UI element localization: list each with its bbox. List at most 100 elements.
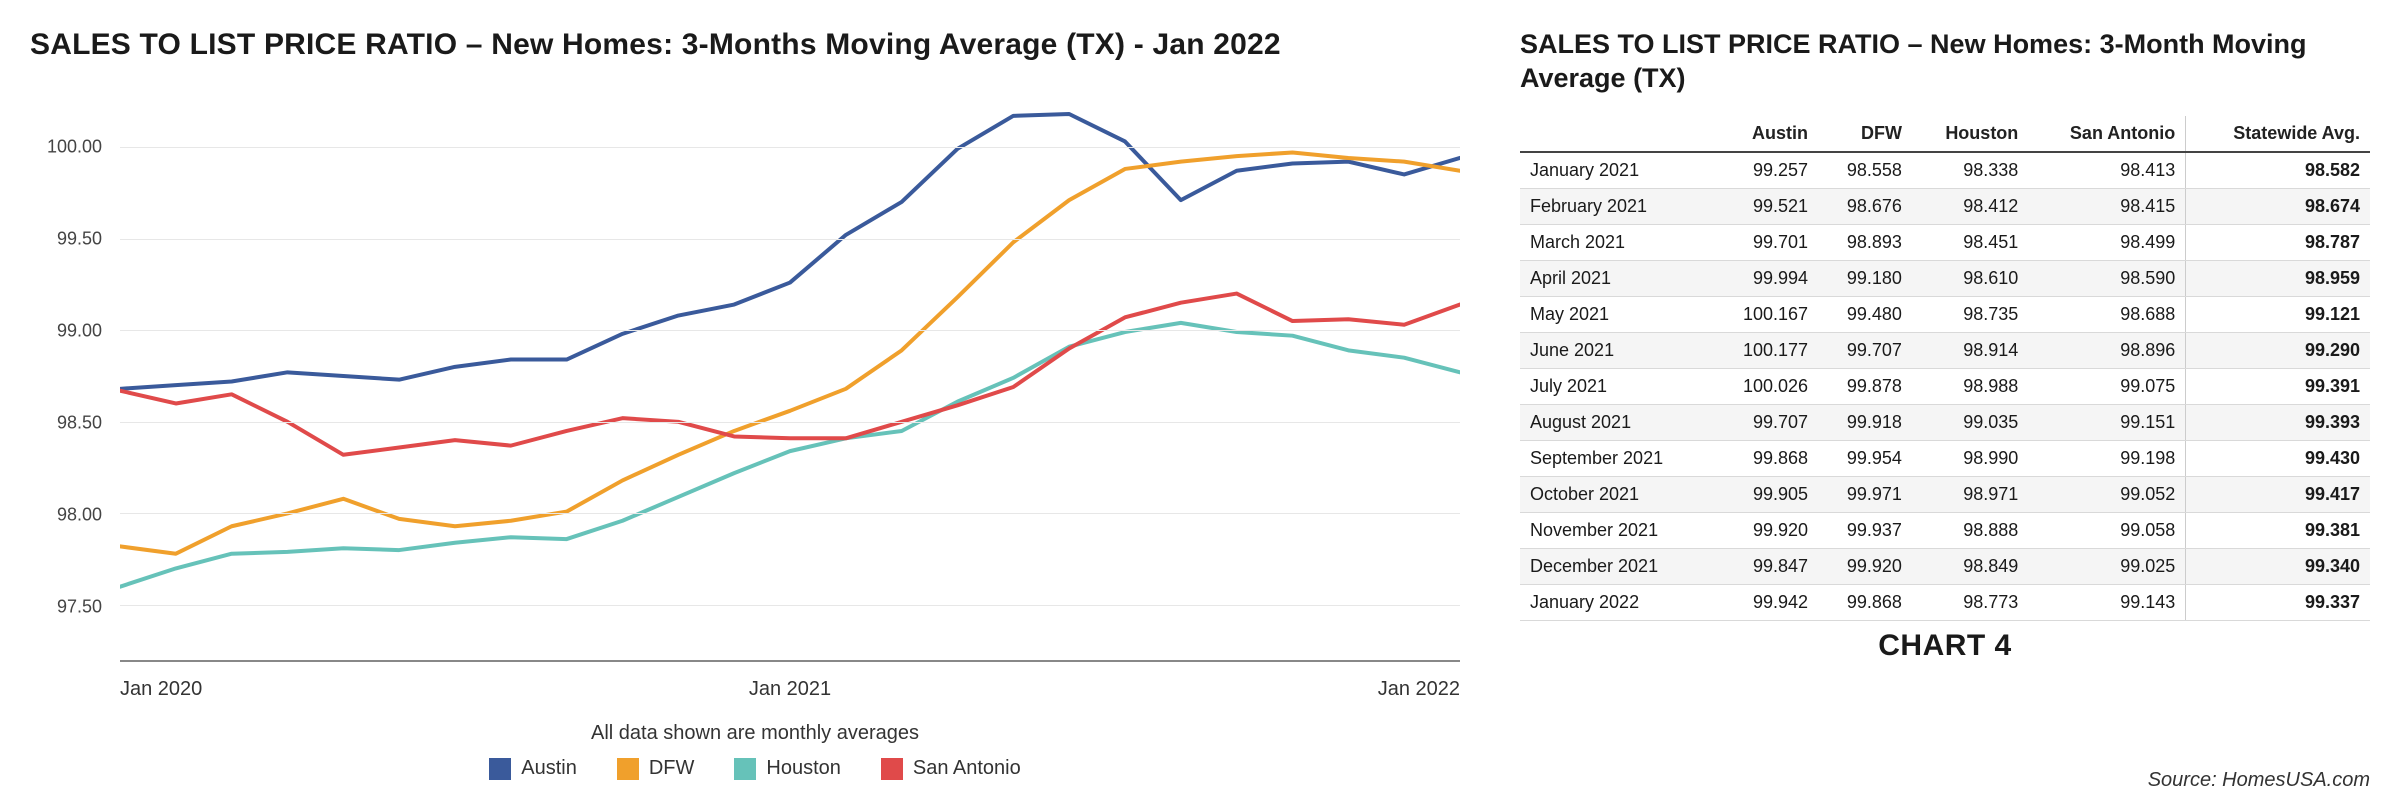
table-header-cell bbox=[1520, 116, 1712, 152]
table-cell: 99.701 bbox=[1712, 224, 1818, 260]
y-tick-label: 100.00 bbox=[47, 137, 102, 158]
chart-subcaption: All data shown are monthly averages bbox=[30, 722, 1480, 745]
table-row: April 202199.99499.18098.61098.59098.959 bbox=[1520, 260, 2370, 296]
table-cell: 99.942 bbox=[1712, 584, 1818, 620]
table-cell: 99.430 bbox=[2186, 440, 2370, 476]
table-cell: 98.971 bbox=[1912, 476, 2028, 512]
table-row: March 202199.70198.89398.45198.49998.787 bbox=[1520, 224, 2370, 260]
gridline bbox=[120, 513, 1460, 514]
table-cell: 99.847 bbox=[1712, 548, 1818, 584]
gridline bbox=[120, 330, 1460, 331]
y-tick-label: 98.50 bbox=[57, 412, 102, 433]
series-line-dfw bbox=[120, 152, 1460, 553]
table-cell: 99.381 bbox=[2186, 512, 2370, 548]
table-cell: 99.058 bbox=[2028, 512, 2185, 548]
table-panel: SALES TO LIST PRICE RATIO – New Homes: 3… bbox=[1520, 20, 2370, 790]
table-row: October 202199.90599.97198.97199.05299.4… bbox=[1520, 476, 2370, 512]
table-cell: 99.918 bbox=[1818, 404, 1912, 440]
table-cell: 99.878 bbox=[1818, 368, 1912, 404]
table-row: November 202199.92099.93798.88899.05899.… bbox=[1520, 512, 2370, 548]
chart-legend: Austin DFW Houston San Antonio bbox=[30, 751, 1480, 790]
gridline bbox=[120, 422, 1460, 423]
table-cell: 100.167 bbox=[1712, 296, 1818, 332]
source-credit: Source: HomesUSA.com bbox=[2148, 769, 2370, 792]
table-cell: 99.994 bbox=[1712, 260, 1818, 296]
table-cell: 99.257 bbox=[1712, 152, 1818, 189]
table-row-label: December 2021 bbox=[1520, 548, 1712, 584]
table-row-label: July 2021 bbox=[1520, 368, 1712, 404]
table-cell: 98.558 bbox=[1818, 152, 1912, 189]
legend-swatch bbox=[489, 758, 511, 780]
legend-item-houston: Houston bbox=[734, 757, 841, 780]
table-cell: 99.868 bbox=[1818, 584, 1912, 620]
x-tick-label: Jan 2021 bbox=[749, 678, 831, 701]
plot-area bbox=[120, 92, 1460, 662]
x-tick-label: Jan 2020 bbox=[120, 678, 202, 701]
legend-swatch bbox=[881, 758, 903, 780]
table-row: August 202199.70799.91899.03599.15199.39… bbox=[1520, 404, 2370, 440]
legend-item-san-antonio: San Antonio bbox=[881, 757, 1021, 780]
y-tick-label: 99.00 bbox=[57, 321, 102, 342]
table-header-cell: DFW bbox=[1818, 116, 1912, 152]
table-title: SALES TO LIST PRICE RATIO – New Homes: 3… bbox=[1520, 28, 2370, 96]
table-cell: 98.735 bbox=[1912, 296, 2028, 332]
table-cell: 99.337 bbox=[2186, 584, 2370, 620]
table-cell: 99.954 bbox=[1818, 440, 1912, 476]
table-row-label: February 2021 bbox=[1520, 188, 1712, 224]
legend-item-dfw: DFW bbox=[617, 757, 695, 780]
table-cell: 98.688 bbox=[2028, 296, 2185, 332]
table-row-label: October 2021 bbox=[1520, 476, 1712, 512]
chart-panel: SALES TO LIST PRICE RATIO – New Homes: 3… bbox=[30, 20, 1520, 790]
table-cell: 98.674 bbox=[2186, 188, 2370, 224]
series-line-houston bbox=[120, 323, 1460, 587]
table-row-label: June 2021 bbox=[1520, 332, 1712, 368]
table-cell: 99.121 bbox=[2186, 296, 2370, 332]
table-row: July 2021100.02699.87898.98899.07599.391 bbox=[1520, 368, 2370, 404]
table-cell: 98.610 bbox=[1912, 260, 2028, 296]
table-header-cell: Statewide Avg. bbox=[2186, 116, 2370, 152]
table-cell: 99.920 bbox=[1818, 548, 1912, 584]
table-cell: 98.959 bbox=[2186, 260, 2370, 296]
legend-label: DFW bbox=[649, 757, 695, 780]
table-cell: 98.893 bbox=[1818, 224, 1912, 260]
gridline bbox=[120, 239, 1460, 240]
table-row: January 202199.25798.55898.33898.41398.5… bbox=[1520, 152, 2370, 189]
table-cell: 99.025 bbox=[2028, 548, 2185, 584]
table-cell: 99.340 bbox=[2186, 548, 2370, 584]
table-cell: 98.787 bbox=[2186, 224, 2370, 260]
table-cell: 99.707 bbox=[1818, 332, 1912, 368]
chart-title: SALES TO LIST PRICE RATIO – New Homes: 3… bbox=[30, 28, 1480, 62]
page-root: SALES TO LIST PRICE RATIO – New Homes: 3… bbox=[0, 0, 2400, 800]
table-row: June 2021100.17799.70798.91498.89699.290 bbox=[1520, 332, 2370, 368]
chart-plot-region: 97.5098.0098.5099.0099.50100.00 Jan 2020… bbox=[40, 92, 1480, 712]
table-cell: 99.035 bbox=[1912, 404, 2028, 440]
table-cell: 98.914 bbox=[1912, 332, 2028, 368]
table-row-label: September 2021 bbox=[1520, 440, 1712, 476]
table-cell: 99.971 bbox=[1818, 476, 1912, 512]
table-cell: 98.773 bbox=[1912, 584, 2028, 620]
table-cell: 100.026 bbox=[1712, 368, 1818, 404]
legend-swatch bbox=[617, 758, 639, 780]
table-cell: 99.391 bbox=[2186, 368, 2370, 404]
table-row: February 202199.52198.67698.41298.41598.… bbox=[1520, 188, 2370, 224]
table-cell: 99.198 bbox=[2028, 440, 2185, 476]
table-cell: 100.177 bbox=[1712, 332, 1818, 368]
table-cell: 99.417 bbox=[2186, 476, 2370, 512]
table-cell: 98.849 bbox=[1912, 548, 2028, 584]
x-tick-label: Jan 2022 bbox=[1378, 678, 1460, 701]
legend-label: Austin bbox=[521, 757, 577, 780]
table-row: December 202199.84799.92098.84999.02599.… bbox=[1520, 548, 2370, 584]
table-header-cell: San Antonio bbox=[2028, 116, 2185, 152]
legend-label: San Antonio bbox=[913, 757, 1021, 780]
table-row-label: January 2021 bbox=[1520, 152, 1712, 189]
table-cell: 98.896 bbox=[2028, 332, 2185, 368]
y-tick-label: 99.50 bbox=[57, 229, 102, 250]
table-cell: 99.905 bbox=[1712, 476, 1818, 512]
gridline bbox=[120, 147, 1460, 148]
legend-swatch bbox=[734, 758, 756, 780]
table-cell: 98.888 bbox=[1912, 512, 2028, 548]
table-cell: 99.151 bbox=[2028, 404, 2185, 440]
table-row-label: March 2021 bbox=[1520, 224, 1712, 260]
table-cell: 98.338 bbox=[1912, 152, 2028, 189]
data-table: AustinDFWHoustonSan AntonioStatewide Avg… bbox=[1520, 116, 2370, 621]
